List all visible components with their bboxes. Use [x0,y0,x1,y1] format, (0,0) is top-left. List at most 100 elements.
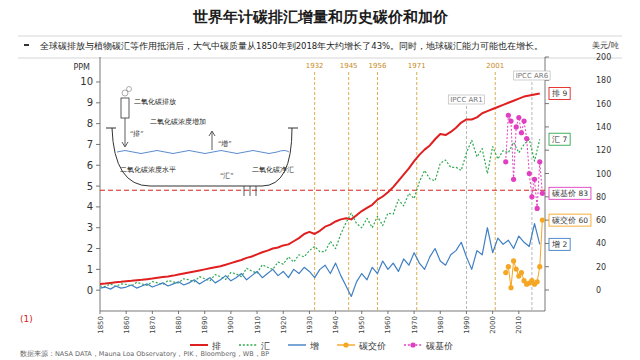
series-marker [519,130,524,135]
series-marker [519,270,524,275]
x-tick [518,311,519,314]
legend-label: 碳交价 [358,341,386,351]
end-label-box [549,133,570,145]
end-label-box [549,238,570,250]
subtitle: 全球碳排放与植物碳汇等作用抵消后，大气中碳质量从1850年到2018年大约增长了… [40,41,543,51]
plot-area [100,72,545,311]
source: 数据来源：NASA DATA，Mauna Loa Observatory，PIK… [20,350,269,358]
inset-diagram: 二氧化碳排放“排”二氧化碳浓度增加“增”二氧化碳浓度水平“汇”二氧化碳净汇 [106,87,298,197]
series-marker [524,136,529,141]
threshold-line [100,190,545,191]
y2-tick-label: 140 [596,123,611,132]
y2-tick [545,290,549,291]
x-tick-label: 1900 [227,316,235,334]
y-tick [96,227,100,228]
series-marker [514,124,519,129]
end-label-box [549,87,570,99]
chart: 世界年计碳排汇增量和历史碳价和加价全球碳排放与植物碳汇等作用抵消后，大气中碳质量… [0,0,640,360]
drain [244,186,245,196]
ipcc-line [466,106,467,311]
series-marker [537,264,542,269]
series-marker [508,118,513,123]
y2-tick-label: 100 [596,170,611,179]
series-marker [511,177,516,182]
y-tick-label: 6 [87,160,93,171]
year-line [377,72,378,311]
y2-tick [545,173,549,174]
year-line [416,72,417,311]
end-label: 碳交价 60 [551,216,588,225]
x-tick [440,311,441,314]
basin-rim [106,128,116,129]
y2-tick-label: 200 [596,53,611,62]
y-tick [96,186,100,187]
x-tick-label: 1990 [463,316,471,334]
x-tick [309,311,310,314]
legend-label: 排 [212,341,221,351]
x-tick [283,311,284,314]
x-tick [387,311,388,314]
y-tick-label: 10 [80,76,93,87]
year-line-label: 2001 [486,62,504,70]
y2-tick-label: 80 [596,193,606,202]
y2-tick-label: 40 [596,239,606,248]
inset-label: 二氧化碳净汇 [252,166,294,174]
y-tick [96,248,100,249]
x-tick [100,311,101,314]
y-tick [96,102,100,103]
end-label-box [549,214,591,226]
legend-marker [343,342,348,347]
series-marker [503,159,508,164]
series-marker [540,218,545,223]
series-marker [508,285,513,290]
y-tick-label: 3 [87,222,93,233]
series-marker [540,191,545,196]
y2-tick-label: 20 [596,263,606,272]
y2-tick-label: 120 [596,146,611,155]
increase-arrow [212,132,213,150]
y2-tick-label: 160 [596,100,611,109]
legend-marker [410,342,415,347]
x-tick-label: 1930 [306,316,314,334]
x-tick-label: 2010 [515,316,523,334]
x-tick-label: 1910 [254,316,262,334]
series-marker [503,270,508,275]
series-marker [511,258,516,263]
inset-label: 二氧化碳浓度增加 [150,118,206,126]
y-tick-label: 0 [87,285,93,296]
y-tick [96,144,100,145]
y2-tick [545,126,549,127]
y-axis-label: PPM [73,63,90,72]
water-level [117,151,289,154]
x-tick [335,311,336,314]
x-tick-label: 1890 [201,316,209,334]
x-tick [466,311,467,314]
inset-label: “增” [218,140,232,148]
y2-tick-label: 180 [596,76,611,85]
y-tick [96,81,100,82]
legend-label: 增 [309,341,319,351]
x-tick [126,311,127,314]
basin-rim [288,128,298,129]
title: 世界年计碳排汇增量和历史碳价和加价 [192,8,449,26]
drain [256,186,257,196]
y-tick [96,165,100,166]
y-tick [96,290,100,291]
drain [250,186,251,196]
end-label-box [549,187,591,199]
y2-tick [545,266,549,267]
inset-label: “汇” [220,172,234,180]
series-marker [516,115,521,120]
end-label: 碳基价 83 [551,189,588,198]
legend-swatch [239,344,257,345]
series-marker [514,266,519,271]
x-tick-label: 1980 [437,316,445,334]
y2-axis-label: 美元/吨 [592,41,619,50]
ipcc-label: IPCC AR1 [450,96,482,104]
bullet [24,44,29,46]
series-line [506,115,543,208]
y2-tick [545,57,549,58]
arrow-head [209,131,215,136]
note: (1) [20,314,33,324]
y2-tick [545,243,549,244]
